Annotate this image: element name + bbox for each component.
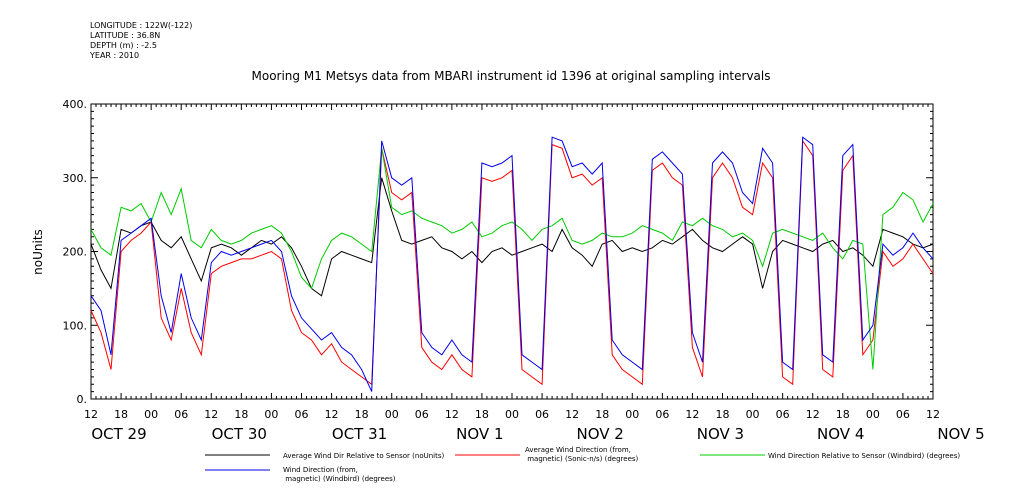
legend: Average Wind Dir Relative to Sensor (noU… [205,446,960,483]
x-tick-label: 12 [926,408,940,421]
x-tick-label: 12 [445,408,459,421]
y-axis-label: noUnits [31,229,45,275]
x-tick-label: 18 [595,408,609,421]
y-tick-label: 100. [63,319,88,332]
x-date-label: OCT 30 [212,425,267,443]
series-line-3 [90,148,934,370]
x-tick-label: 18 [836,408,850,421]
x-tick-label: 18 [234,408,248,421]
x-tick-label: 12 [204,408,218,421]
x-tick-label: 06 [655,408,669,421]
legend-label-1: Average Wind Dir Relative to Sensor (noU… [283,452,444,460]
x-tick-label: 06 [896,408,910,421]
y-tick-label: 0. [77,393,88,406]
y-tick-label: 300. [63,172,88,185]
x-tick-label: 12 [565,408,579,421]
legend-label-2: Average Wind Direction (from, magnetic) … [525,446,639,463]
x-tick-label: 06 [174,408,188,421]
metadata-block: LONGITUDE : 122W(-122) LATITUDE : 36.8N … [90,21,192,61]
depth-text: DEPTH (m) : -2.5 [90,41,157,50]
y-tick-label: 200. [63,246,88,259]
legend-label-3: Wind Direction Relative to Sensor (Windb… [768,452,960,460]
x-tick-label: 00 [264,408,278,421]
x-tick-label: 00 [385,408,399,421]
series-line-4 [90,136,934,392]
series-line-1 [90,177,934,297]
latitude-text: LATITUDE : 36.8N [90,31,161,40]
x-tick-label: 12 [685,408,699,421]
x-tick-label: 00 [746,408,760,421]
x-date-label: NOV 3 [697,425,744,443]
x-tick-label: 18 [475,408,489,421]
x-tick-label: 00 [866,408,880,421]
year-text: YEAR : 2010 [90,51,140,60]
x-tick-label: 06 [776,408,790,421]
x-date-label: NOV 5 [937,425,984,443]
x-tick-label: 12 [806,408,820,421]
x-date-label: NOV 4 [817,425,864,443]
x-tick-label: 00 [505,408,519,421]
x-tick-label: 00 [625,408,639,421]
x-tick-label: 12 [84,408,98,421]
x-tick-label: 06 [295,408,309,421]
y-tick-label: 400. [63,98,88,111]
x-tick-label: 18 [716,408,730,421]
x-date-label: OCT 31 [332,425,387,443]
longitude-text: LONGITUDE : 122W(-122) [90,21,193,30]
series-line-2 [90,139,934,386]
x-date-label: NOV 1 [456,425,503,443]
x-tick-label: 00 [144,408,158,421]
plot-area: 0. 100. 200. 300. 400. 12 18 00 06 12 18 00 06 12 18 00… [63,98,985,443]
chart-title: Mooring M1 Metsys data from MBARI instru… [252,69,771,83]
x-tick-label: 06 [415,408,429,421]
x-tick-label: 18 [114,408,128,421]
plot-frame [90,103,934,400]
x-date-label: OCT 29 [91,425,146,443]
legend-label-4: Wind Direction (from, magnetic) (Windbir… [283,466,396,483]
x-date-label: NOV 2 [576,425,623,443]
x-tick-label: 18 [355,408,369,421]
x-tick-label: 06 [535,408,549,421]
x-tick-label: 12 [325,408,339,421]
